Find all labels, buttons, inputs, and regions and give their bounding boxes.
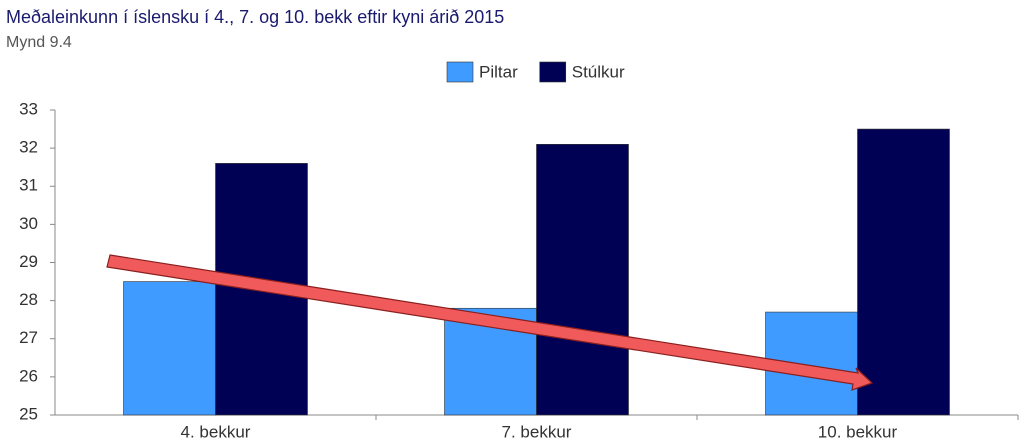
x-tick-label: 4. bekkur [181,422,251,441]
bar [536,144,629,416]
chart-subtitle: Mynd 9.4 [6,34,72,51]
y-tick-label: 25 [19,404,38,423]
y-tick-label: 29 [19,252,38,271]
legend-swatch [446,61,474,83]
y-tick-label: 26 [19,366,38,385]
y-tick-label: 30 [19,214,38,233]
legend-label: Stúlkur [572,62,625,81]
trend-arrow [106,254,874,391]
x-tick-label: 10. bekkur [818,422,898,441]
chart-title: Meðaleinkunn í íslensku í 4., 7. og 10. … [6,7,504,27]
legend-swatch [539,61,567,83]
y-tick-label: 31 [19,176,38,195]
y-tick-label: 27 [19,328,38,347]
bar [857,128,950,416]
bar [123,281,216,416]
y-tick-label: 28 [19,290,38,309]
y-tick-label: 32 [19,138,38,157]
plot: 25 26 27 28 29 30 31 32 33 4. bekkur 7. bekkur 10. … [19,61,1019,441]
y-tick-label: 33 [19,99,38,118]
legend-label: Piltar [479,62,518,81]
x-tick-label: 7. bekkur [502,422,572,441]
